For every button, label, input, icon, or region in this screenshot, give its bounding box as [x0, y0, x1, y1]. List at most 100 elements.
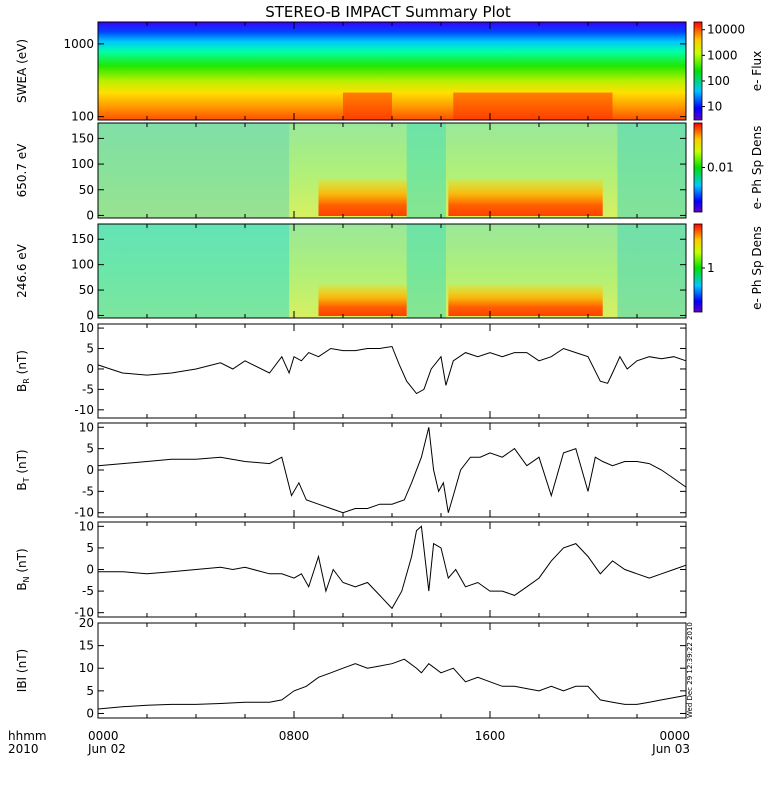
- br-line: [97, 345, 687, 395]
- pad-246-colorbar: 1 e- Ph Sp Dens: [693, 223, 764, 313]
- timestamp-stamp: Wed Dec 29 12:39:22 2010: [686, 622, 694, 718]
- bt-y-axis: -10 -5 0 5 10 BT (nT): [15, 420, 686, 520]
- pad-246-y-axis: 0 50 100 150 246.6 eV: [15, 232, 686, 322]
- bmag-frame: [97, 622, 687, 719]
- swea-peak-band: [453, 92, 613, 120]
- y-tick-label: 0: [86, 706, 94, 720]
- label-part: B: [15, 482, 29, 490]
- y-axis-label: SWEA (eV): [15, 39, 29, 103]
- y-tick-label: -5: [82, 584, 94, 598]
- y-tick-label: 0: [86, 463, 94, 477]
- y-axis-label: BT (nT): [15, 449, 31, 490]
- br-series: [97, 345, 687, 395]
- pitch-gap-region: [406, 224, 446, 318]
- bmag-series: [97, 658, 687, 710]
- colorbar-label: e- Ph Sp Dens: [750, 126, 764, 210]
- time-tick-label: 0800: [279, 729, 310, 743]
- pad-650-y-axis: 0 50 100 150 650.7 eV: [15, 131, 686, 222]
- y-tick-label: 0: [86, 362, 94, 376]
- y-tick-label: 100: [71, 157, 94, 171]
- y-tick-label: 0: [86, 208, 94, 222]
- y-tick-label: -10: [74, 606, 94, 620]
- time-tick-label: Jun 03: [651, 742, 690, 756]
- swea-peak-band: [343, 92, 392, 120]
- y-tick-label: 10: [79, 519, 94, 533]
- colorbar-tick-label: 1: [707, 261, 715, 275]
- y-tick-label: -10: [74, 403, 94, 417]
- time-corner-label-hhmm: hhmm: [8, 729, 47, 743]
- y-tick-label: 150: [71, 232, 94, 246]
- time-corner-label-year: 2010: [8, 742, 39, 756]
- colorbar-tick-label: 100: [707, 74, 730, 88]
- colorbar-tick-label: 10: [707, 100, 722, 114]
- label-subscript: R: [22, 378, 31, 384]
- bt-frame: [97, 422, 687, 518]
- y-tick-label: 50: [79, 183, 94, 197]
- y-axis-label: 650.7 eV: [15, 143, 29, 198]
- label-subscript: T: [22, 477, 31, 483]
- label-part: (nT): [15, 548, 29, 576]
- y-tick-label: 5: [86, 684, 94, 698]
- y-tick-label: 10: [79, 661, 94, 675]
- y-tick-label: 0: [86, 308, 94, 322]
- bn-line: [98, 525, 687, 610]
- time-tick-label: 1600: [475, 729, 506, 743]
- bmag-line: [97, 658, 687, 710]
- colorbar-label: e- Ph Sp Dens: [750, 226, 764, 310]
- y-tick-label: 15: [79, 639, 94, 653]
- pitch-late-region: [617, 224, 686, 318]
- time-tick-label: 0000: [88, 729, 119, 743]
- y-axis-label: BN (nT): [15, 548, 31, 590]
- swea-y-axis: 100 1000 SWEA (eV): [15, 37, 686, 124]
- y-tick-label: 100: [71, 258, 94, 272]
- pitch-quiet-region: [98, 123, 290, 218]
- swea-heatmap: [98, 22, 686, 120]
- pad-650-heatmap: [98, 123, 686, 218]
- pitch-core-band: [448, 179, 603, 216]
- label-part: (nT): [15, 449, 29, 477]
- pad-246-heatmap: [98, 224, 686, 318]
- colorbar-tick-label: 1000: [707, 48, 738, 62]
- label-part: B: [15, 582, 29, 590]
- pitch-gap-region: [406, 123, 446, 218]
- label-part: (nT): [15, 350, 29, 378]
- colorbar-tick-label: 0.01: [707, 161, 734, 175]
- y-tick-label: 0: [86, 563, 94, 577]
- y-tick-label: 150: [71, 131, 94, 145]
- swea-colorbar: 10 100 1000 10000 e- Flux: [693, 21, 764, 121]
- y-tick-label: 5: [86, 442, 94, 456]
- colorbar-tick-label: 10000: [707, 23, 745, 37]
- y-tick-label: 1000: [63, 37, 94, 51]
- y-tick-label: 10: [79, 321, 94, 335]
- plot-title: STEREO-B IMPACT Summary Plot: [265, 3, 511, 21]
- y-tick-label: 10: [79, 420, 94, 434]
- pad-650-colorbar: 0.01 e- Ph Sp Dens: [693, 122, 764, 213]
- pitch-quiet-region: [98, 224, 290, 318]
- colorbar-label: e- Flux: [750, 51, 764, 91]
- bmag-y-axis: 0 5 10 15 20 IBI (nT): [15, 616, 686, 720]
- pitch-late-region: [617, 123, 686, 218]
- y-tick-label: 5: [86, 342, 94, 356]
- colorbar-strip: [693, 21, 703, 121]
- bt-line: [97, 427, 687, 514]
- label-part: B: [15, 384, 29, 392]
- y-tick-label: 50: [79, 283, 94, 297]
- colorbar-strip: [693, 122, 703, 213]
- y-tick-label: 5: [86, 541, 94, 555]
- pitch-core-band: [448, 285, 603, 316]
- bn-y-axis: -10 -5 0 5 10 BN (nT): [15, 519, 686, 620]
- bn-series: [98, 525, 687, 610]
- time-tick-label: Jun 02: [87, 742, 126, 756]
- y-axis-label: IBI (nT): [15, 649, 29, 692]
- bt-series: [97, 427, 687, 514]
- pitch-core-band: [318, 285, 407, 316]
- time-tick-label: 0000: [659, 729, 690, 743]
- y-tick-label: 20: [79, 616, 94, 630]
- y-tick-label: -5: [82, 382, 94, 396]
- y-tick-label: -5: [82, 484, 94, 498]
- y-axis-label: 246.6 eV: [15, 243, 29, 298]
